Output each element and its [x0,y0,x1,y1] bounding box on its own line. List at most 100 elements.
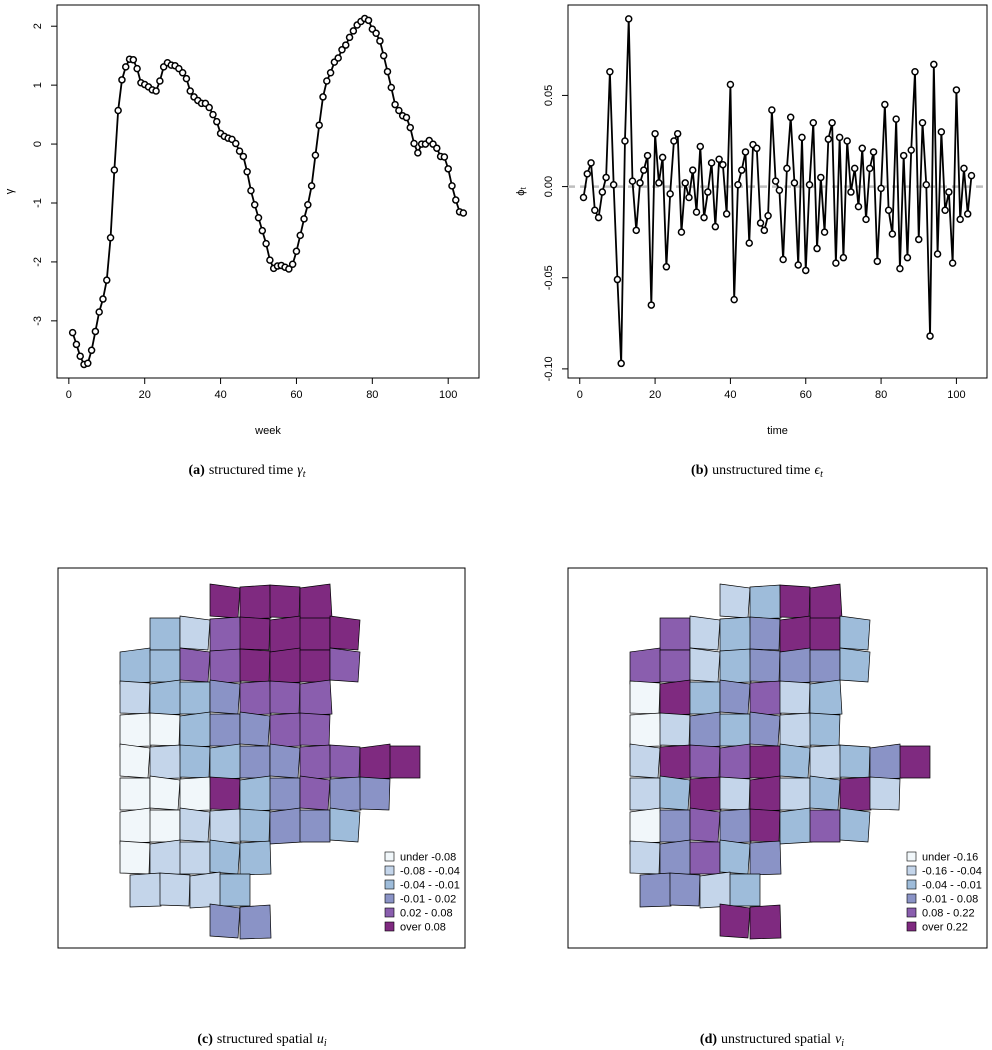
y-axis-title: ϕt [515,187,528,196]
map-region [149,712,181,747]
x-tick-label: 0 [66,389,72,401]
legend-label: over 0.22 [922,922,968,934]
data-point [114,106,122,115]
y-axis-title-sub: t [519,187,528,190]
map-region [239,648,271,683]
map-region [749,648,781,683]
map-region [749,808,781,843]
data-point [178,69,187,77]
data-point [617,359,625,368]
map-region [809,712,841,747]
map-frame [57,567,466,949]
legend-label: under -0.16 [922,852,978,864]
data-point [84,359,92,368]
map-region [659,712,691,747]
data-point [579,193,588,202]
data-point [722,210,731,218]
map-region [179,711,213,749]
legend-label: -0.01 - 0.02 [400,894,456,906]
map-region [239,840,272,876]
data-point [817,173,825,182]
map-region [269,777,301,811]
y-axis-title: γ [4,188,16,194]
data-point [591,206,599,215]
data-point [798,133,806,142]
map-region [239,584,272,620]
map-region [629,712,662,748]
data-point [402,113,411,122]
data-point [681,179,689,187]
map-region [749,584,782,620]
map-region [749,775,783,813]
data-point [95,308,103,316]
map-region [119,840,151,875]
data-point [741,148,750,156]
map-region [239,616,271,651]
data-point [433,144,441,152]
map-region [389,745,421,779]
map-region [659,679,693,717]
map-region [719,679,751,715]
data-point [68,328,77,337]
map-region [779,584,811,619]
map-region [839,744,871,779]
data-point [835,133,844,142]
map-region [779,680,811,715]
data-point [933,250,942,258]
map-region [149,649,181,683]
map-region [359,776,391,811]
y-axis-title-main: ϕ [515,190,527,196]
map-region [839,615,871,651]
data-point [152,87,160,95]
data-point [753,144,761,153]
map-region [779,777,811,811]
legend-swatch [384,865,395,876]
data-point [247,186,255,195]
caption: (d) unstructured spatial vi [700,1032,844,1049]
data-point [99,295,107,303]
x-axis-title: week [254,425,281,437]
data-point [828,119,836,127]
map-region [269,807,303,845]
legend-label: -0.04 - -0.01 [922,880,982,892]
map-region [699,871,733,909]
data-point [300,215,308,223]
data-point [448,182,456,190]
data-point [670,137,678,145]
data-point [391,100,399,109]
map-region [299,775,331,811]
map-region [239,745,271,779]
map-region [869,776,901,811]
map-region [719,616,752,652]
map-region [659,775,691,811]
data-point [372,29,380,38]
data-point [794,261,802,269]
data-point [745,239,754,247]
y-tick-label: 0.05 [543,85,555,106]
map-region [149,839,183,877]
legend-label: -0.08 - -0.04 [400,866,460,878]
map-region [209,616,242,652]
data-point [285,265,293,273]
map-region [749,745,781,779]
data-point [692,208,701,216]
caption-subscript: i [841,1038,844,1049]
map-region [809,679,843,717]
data-point [250,201,259,209]
map-region [209,713,241,747]
data-point [213,117,221,126]
data-point [805,181,814,189]
data-point [937,128,946,136]
map-region [779,743,811,779]
data-point [948,259,957,267]
data-point [129,56,138,64]
data-point [583,170,592,178]
data-point [689,166,697,174]
data-point [930,60,938,69]
data-point [873,257,882,266]
data-point [786,113,795,122]
data-point [892,115,900,123]
caption-label: (d) [700,1032,717,1047]
caption-symbol: u [317,1032,324,1047]
data-point [440,153,449,161]
